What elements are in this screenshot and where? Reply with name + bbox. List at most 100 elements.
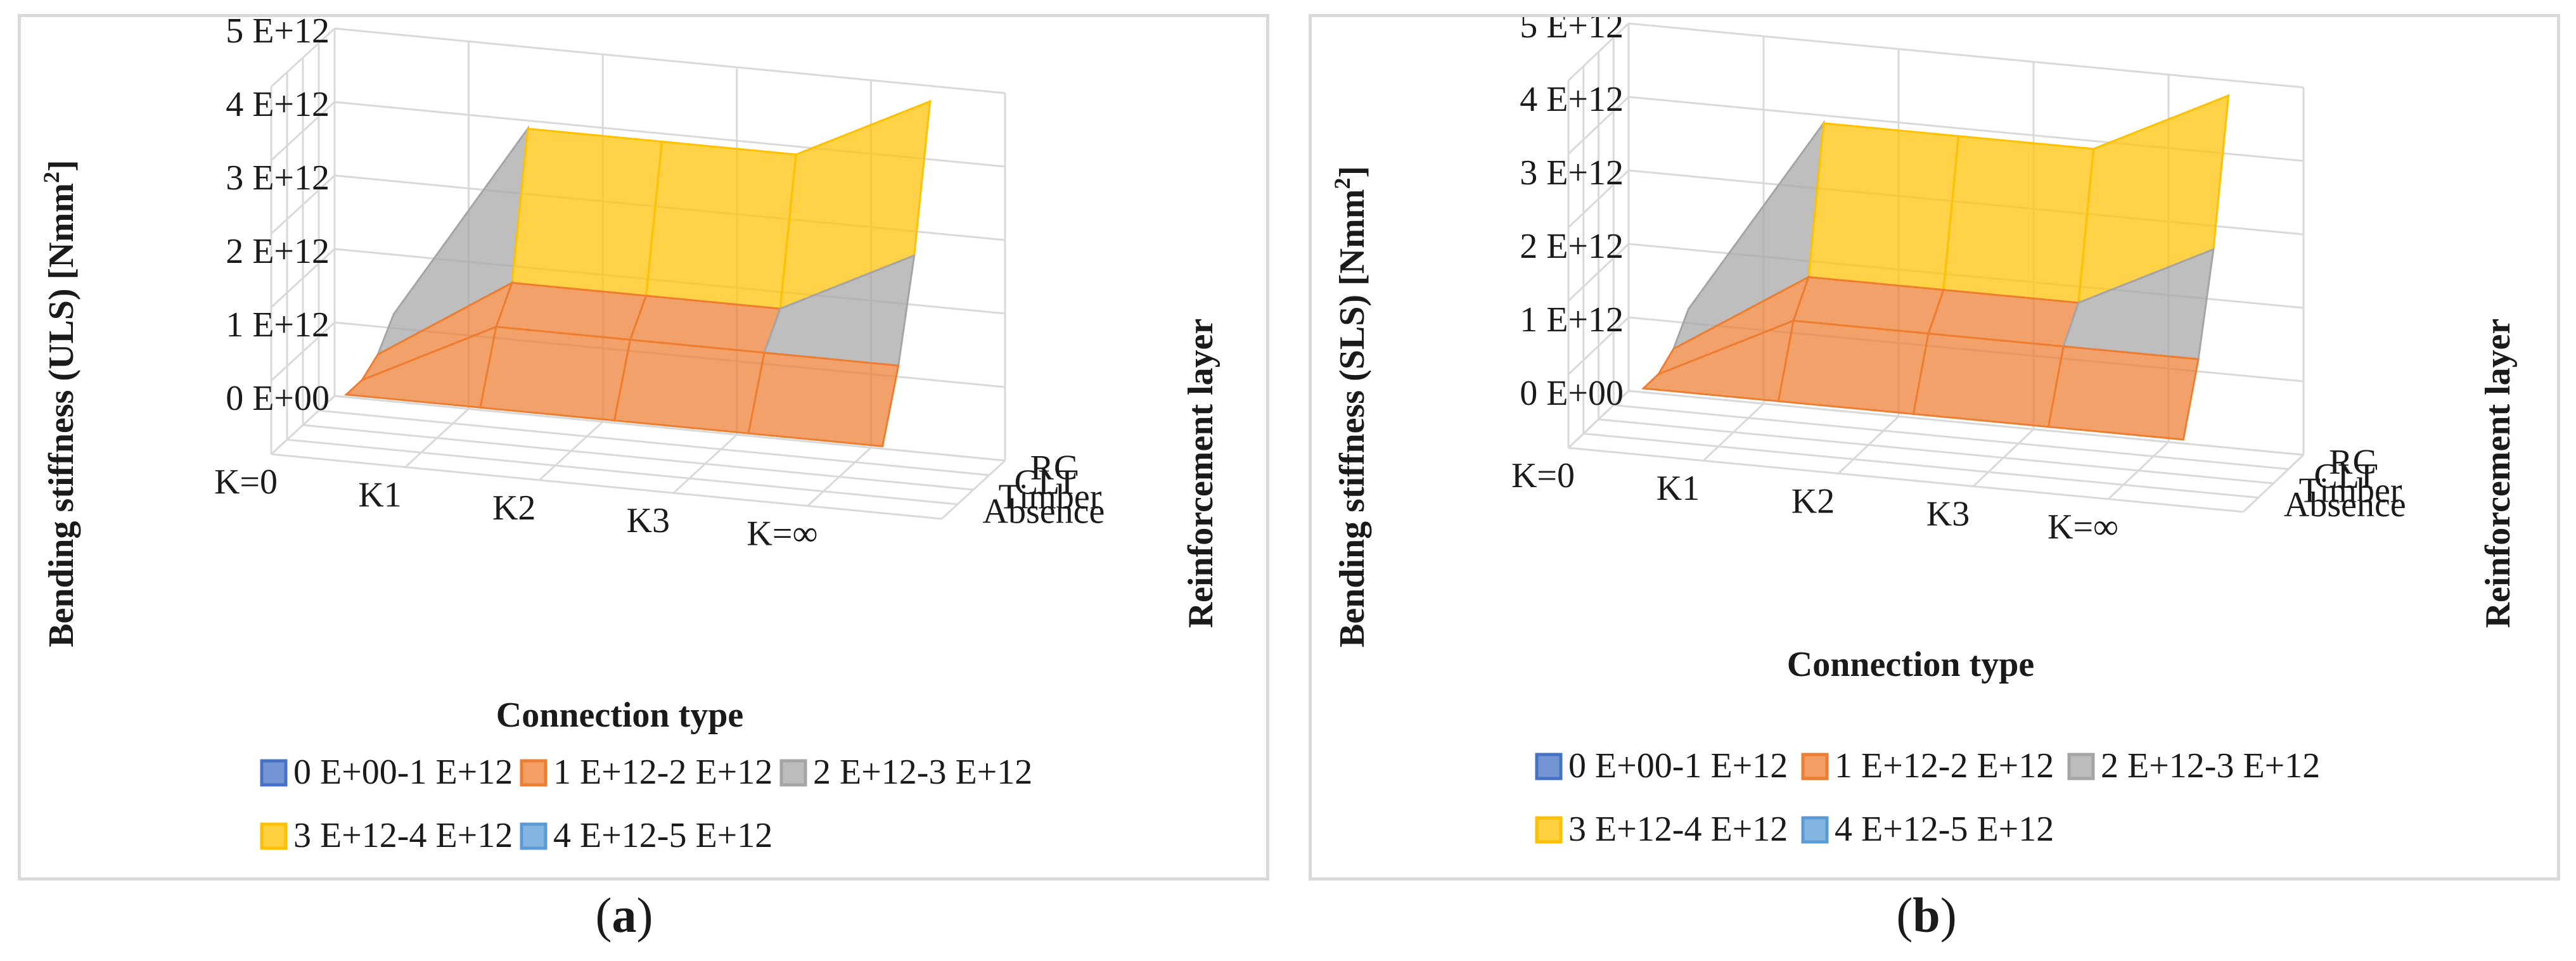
z-tick-label: Absence [983,492,1105,531]
x-tick-label: K=∞ [2047,507,2118,547]
legend-label: 0 E+00-1 E+12 [1568,746,1788,786]
floor-gridline [1628,390,2304,456]
legend-label: 4 E+12-5 E+12 [553,816,772,855]
legend-swatch [520,822,548,850]
x-tick-label: K=∞ [747,514,817,554]
plot-area [1567,22,2305,513]
legend-swatch [260,822,288,850]
floor-gridline [2242,454,2305,513]
legend-swatch [1535,816,1563,844]
legend-label: 1 E+12-2 E+12 [1835,746,2054,786]
caption-b: (b) [1800,887,2053,944]
x-tick-label: K2 [492,488,535,528]
y-tick-label: 2 E+12 [1520,227,1624,266]
caption-letter: b [1913,888,1940,943]
surface-cell [1777,319,1930,416]
y-tick-label: 1 E+12 [226,305,330,345]
legend-item: 2 E+12-3 E+12 [779,753,1032,792]
y-tick-label: 4 E+12 [226,85,330,124]
back-wall-gridline [334,27,1006,94]
surface-cell [1807,122,1960,291]
y-axis-title: Bending stiffness (SLS) [Nmm2] [1330,166,1372,647]
surface-cell [644,140,797,310]
legend: 0 E+00-1 E+12 1 E+12-2 E+12 2 E+12-3 E+12 3… [1535,746,2320,849]
floor-gridline [940,459,1006,520]
floor-gridline [1837,416,1900,474]
legend-item: 3 E+12-4 E+12 [260,816,513,855]
surface-cell [747,352,900,448]
surface-cell [1912,332,2065,428]
floor-gridline [1702,403,1765,462]
floor-gridline [1613,404,2289,470]
y-axis-title-text: Bending stiffness (SLS) [Nmm [1333,189,1372,647]
legend-label: 2 E+12-3 E+12 [813,753,1032,792]
z-tick-label: Timber [999,478,1102,517]
floor-gridline [1567,390,1630,449]
legend-item: 3 E+12-4 E+12 [1535,810,1788,849]
legend-label: 3 E+12-4 E+12 [293,816,513,855]
legend-swatch [520,759,548,787]
z-axis-title: Reinforcement layer [2478,319,2518,628]
legend-item: 0 E+00-1 E+12 [1535,746,1788,786]
x-tick-label: K1 [1656,469,1700,508]
legend-label: 2 E+12-3 E+12 [2101,746,2320,786]
y-tick-label: 1 E+12 [1520,300,1624,340]
legend-item: 4 E+12-5 E+12 [1801,810,2054,849]
caption-close: ) [636,888,653,943]
x-tick-label: K2 [1791,481,1835,521]
floor-gridline [271,453,942,520]
z-tick-label: CLT [2314,457,2378,496]
caption-a: (a) [497,887,751,944]
y-axis-title: Bending stiffness (ULS) [Nmm2] [39,160,81,647]
legend-label: 3 E+12-4 E+12 [1568,810,1788,849]
floor-gridline [286,438,958,506]
z-tick-label: Absence [2284,485,2406,525]
x-tick-label: K3 [1926,495,1970,534]
floor-gridline [1598,418,2274,485]
y-tick-label: 3 E+12 [1520,153,1624,193]
legend-item: 1 E+12-2 E+12 [520,753,772,792]
y-tick-label: 3 E+12 [226,158,330,198]
caption-close: ) [1940,888,1957,943]
y-axis-title-superscript: 2 [39,172,64,183]
back-wall-gridline [1628,22,2304,89]
legend: 0 E+00-1 E+12 1 E+12-2 E+12 2 E+12-3 E+12 3… [260,753,1032,855]
floor-gridline [672,434,738,494]
y-axis-title-text: Bending stiffness (ULS) [Nmm [42,183,81,647]
legend-swatch [260,759,288,787]
y-tick-label: 5 E+12 [226,17,330,51]
z-tick-label: RC [2329,442,2376,481]
z-tick-label: CLT [1015,463,1079,502]
floor-gridline [404,408,470,468]
surface-cell [1942,135,2095,304]
y-axis-title-close: ] [42,160,81,172]
legend-swatch [1535,753,1563,780]
plot-area [270,27,1006,520]
legend-label: 4 E+12-5 E+12 [1835,810,2054,849]
y-tick-label: 0 E+00 [226,379,330,418]
legend-item: 0 E+00-1 E+12 [260,753,513,792]
z-axis-title: Reinforcement layer [1181,319,1221,628]
y-axis-title-close: ] [1333,166,1372,178]
y-tick-label: 5 E+12 [1520,17,1624,46]
z-tick-label: RC [1030,449,1078,488]
caption-open: ( [595,888,612,943]
caption-letter: a [612,888,637,943]
surface-cell [511,127,663,297]
x-tick-label: K1 [358,475,401,514]
legend-item: 4 E+12-5 E+12 [520,816,772,855]
floor-gridline [1972,428,2035,487]
floor-gridline [807,447,872,507]
floor-gridline [1583,433,2259,499]
surface-cell [479,326,632,422]
legend-item: 1 E+12-2 E+12 [1801,746,2054,786]
legend-item: 2 E+12-3 E+12 [2067,746,2320,786]
x-axis-title: Connection type [1787,645,2034,684]
y-axis-title-superscript: 2 [1330,178,1355,189]
floor-gridline [1568,447,2244,513]
caption-open: ( [1896,888,1913,943]
y-tick-label: 2 E+12 [226,232,330,271]
floor-gridline [2107,441,2170,500]
floor-gridline [270,395,336,455]
chart-panel-b: 0 E+00 1 E+12 2 E+12 3 E+12 4 E+12 5 E+12 K=0 K… [1309,14,2560,881]
